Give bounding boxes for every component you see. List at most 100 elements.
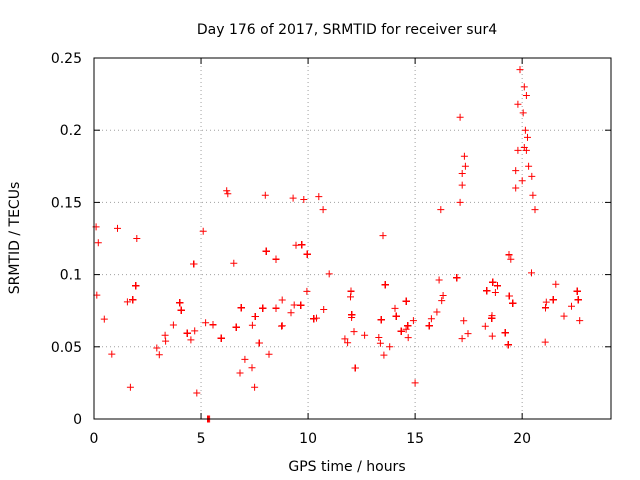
y-tick-label: 0.2 [60, 123, 82, 139]
data-point [341, 335, 349, 343]
data-point [376, 339, 384, 347]
data-point [438, 297, 446, 305]
data-point [488, 332, 496, 340]
data-point [504, 341, 512, 349]
data-point [458, 335, 466, 343]
data-point [489, 278, 497, 286]
data-point [350, 328, 358, 336]
data-point [183, 329, 191, 337]
data-point [162, 337, 170, 345]
x-tick-label: 15 [406, 431, 424, 447]
data-point [460, 152, 468, 160]
data-point [347, 287, 355, 295]
y-tick-label: 0.25 [51, 51, 82, 67]
data-point [514, 100, 522, 108]
data-point [255, 339, 263, 347]
data-point [505, 251, 513, 259]
data-point [386, 343, 394, 351]
data-point [272, 255, 280, 263]
data-point [202, 319, 210, 327]
data-point [237, 304, 245, 312]
data-point [402, 297, 410, 305]
data-point [230, 259, 238, 267]
data-point [437, 206, 445, 214]
y-tick-label: 0.15 [51, 195, 82, 211]
data-point [248, 364, 256, 372]
data-point [427, 315, 435, 323]
data-point [161, 331, 169, 339]
data-point [155, 351, 163, 359]
data-point [549, 296, 557, 304]
data-point [425, 322, 433, 330]
data-point [348, 311, 356, 319]
data-point [456, 198, 464, 206]
data-point [518, 177, 526, 185]
data-point [397, 327, 405, 335]
data-point [287, 309, 295, 317]
data-point [522, 146, 530, 154]
data-point [153, 344, 161, 352]
data-point [108, 350, 116, 358]
axis-ticks: 0 0.05 0.1 0.15 0.2 0.25 0 5 10 15 20 [51, 51, 611, 447]
data-point [126, 383, 134, 391]
data-point [379, 232, 387, 240]
x-tick-label: 20 [513, 431, 531, 447]
x-tick-label: 5 [197, 431, 206, 447]
data-point [361, 331, 369, 339]
data-point [132, 282, 140, 290]
data-point [190, 260, 198, 268]
data-point [298, 241, 306, 249]
plot-frame [93, 57, 612, 420]
data-point [560, 312, 568, 320]
data-point [325, 270, 333, 278]
data-point [453, 274, 461, 282]
data-point [344, 339, 352, 347]
data-point [289, 194, 297, 202]
data-point [458, 181, 466, 189]
data-point [483, 287, 491, 295]
data-point [576, 317, 584, 325]
data-point [259, 304, 267, 312]
data-point [542, 304, 549, 312]
data-point [251, 383, 259, 391]
data-point [542, 298, 550, 306]
data-point [488, 314, 496, 322]
data-point [278, 296, 286, 304]
data-point [381, 281, 389, 289]
data-point [310, 315, 318, 323]
data-point [114, 224, 121, 232]
data-point [402, 325, 410, 333]
data-point [519, 109, 527, 117]
x-tick-label: 0 [90, 431, 99, 447]
data-point [176, 299, 184, 307]
data-point [169, 321, 177, 329]
data-point [351, 364, 359, 372]
data-point [512, 184, 520, 192]
data-point [505, 292, 513, 300]
data-point [272, 304, 280, 312]
data-point [573, 287, 581, 295]
data-point [522, 92, 530, 99]
data-point [223, 187, 231, 195]
data-point [123, 298, 131, 306]
data-point [199, 227, 207, 235]
data-point [439, 292, 447, 299]
data-point [552, 280, 560, 288]
data-point [491, 289, 499, 296]
data-point [297, 301, 305, 309]
data-point [481, 322, 489, 330]
data-point [521, 126, 529, 134]
data-point [315, 193, 323, 201]
data-point [456, 113, 464, 121]
data-point [404, 322, 412, 330]
data-point [232, 323, 240, 331]
data-point [525, 162, 533, 170]
data-point [568, 302, 575, 310]
data-point [531, 206, 539, 214]
data-point [94, 239, 102, 247]
data-point [241, 355, 249, 363]
data-point [520, 83, 528, 91]
data-point [248, 321, 256, 329]
data-point [528, 172, 536, 180]
